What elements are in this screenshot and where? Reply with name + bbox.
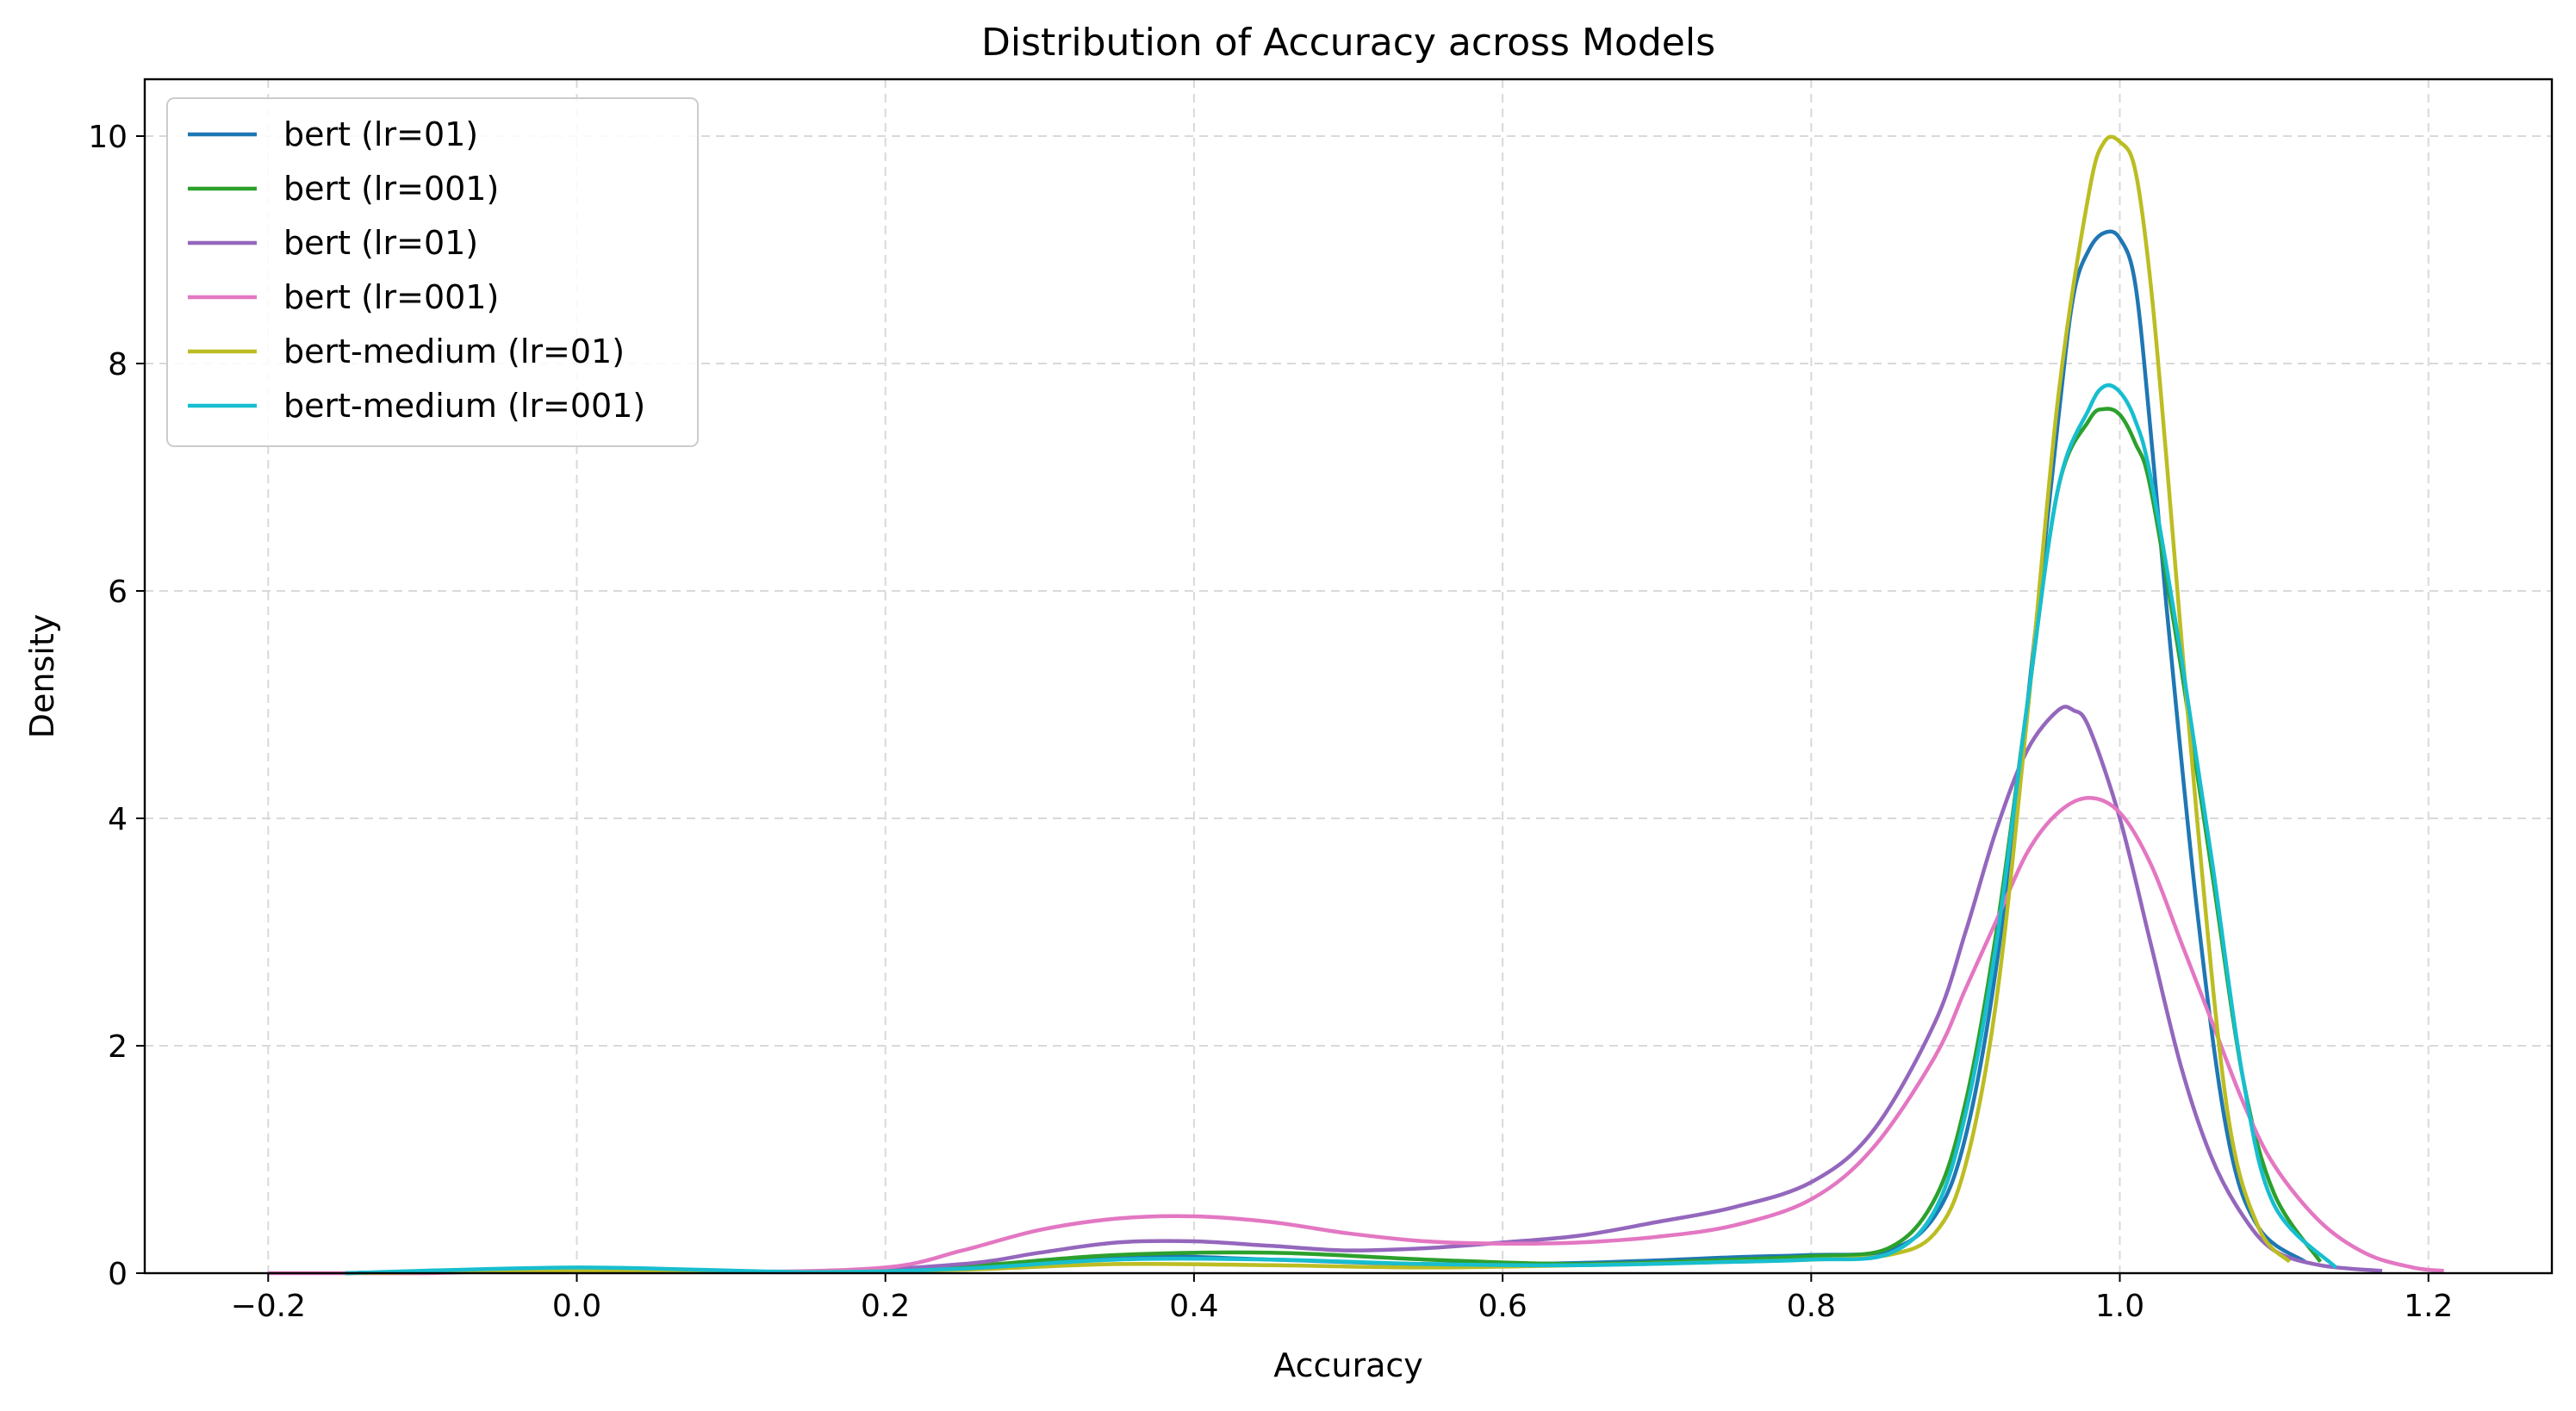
series-line-4 [345, 134, 2292, 1276]
legend-label: bert-medium (lr=01) [283, 333, 625, 370]
x-axis-label: Accuracy [1273, 1346, 1423, 1384]
x-tick-label: 0.8 [1787, 1289, 1836, 1324]
x-tick-label: 1.0 [2095, 1289, 2144, 1324]
legend: bert (lr=01) bert (lr=001) bert (lr=01) ber… [166, 97, 699, 447]
chart-title: Distribution of Accuracy across Models [981, 21, 1715, 65]
legend-label: bert-medium (lr=001) [283, 387, 645, 425]
series-line-5 [345, 382, 2337, 1276]
x-tick-label: 0.0 [552, 1289, 601, 1324]
legend-label: bert (lr=01) [283, 115, 478, 153]
y-tick-label: 0 [108, 1257, 128, 1292]
y-tick-label: 6 [108, 575, 128, 610]
y-tick-label: 4 [108, 802, 128, 837]
ticks: −0.2 0.0 0.2 0.4 0.6 0.8 1.0 1.2 0 2 4 6 8 10 [88, 120, 2453, 1324]
x-tick-label: 0.4 [1169, 1289, 1218, 1324]
series-line-2 [345, 705, 2383, 1276]
series-line-3 [268, 795, 2444, 1276]
legend-box [166, 97, 699, 447]
legend-label: bert (lr=001) [283, 278, 499, 316]
x-tick-label: 0.2 [861, 1289, 910, 1324]
y-tick-label: 8 [108, 347, 128, 382]
plot-frame [143, 78, 2554, 1275]
legend-label: bert (lr=01) [283, 224, 478, 262]
y-tick-label: 10 [88, 120, 128, 155]
x-tick-label: −0.2 [231, 1289, 306, 1324]
legend-label: bert (lr=001) [283, 170, 499, 208]
y-tick-label: 2 [108, 1029, 128, 1065]
x-tick-label: 0.6 [1478, 1289, 1527, 1324]
y-axis-label: Density [23, 614, 61, 738]
series-group [268, 134, 2444, 1276]
x-tick-label: 1.2 [2404, 1289, 2453, 1324]
